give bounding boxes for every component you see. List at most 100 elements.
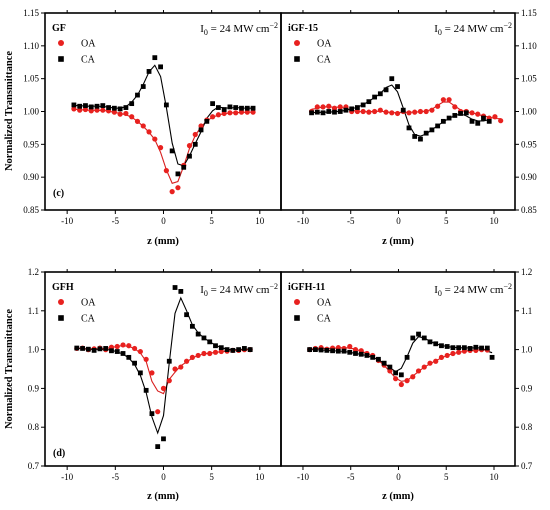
oa-point	[250, 109, 256, 115]
oa-point	[123, 110, 129, 117]
ca-point	[85, 346, 91, 352]
legend-oa-marker	[58, 299, 64, 305]
legend-ca-label: CA	[317, 314, 332, 325]
ca-point	[227, 104, 233, 110]
oa-point	[435, 103, 441, 109]
x-tick-label: 10	[255, 472, 265, 482]
y-tick-label: 1.0	[521, 345, 533, 355]
legend-oa-marker	[58, 40, 64, 46]
ca-point	[444, 344, 450, 349]
ca-point	[166, 358, 172, 364]
x-axis-title-top-left: z (mm)	[147, 236, 179, 247]
x-tick-label: 10	[489, 472, 499, 482]
oa-point	[207, 350, 213, 357]
ca-point	[221, 107, 227, 112]
oa-point	[218, 348, 224, 355]
ca-point	[161, 436, 166, 442]
y-tick-label: 0.95	[521, 139, 537, 149]
legend-ca-label: CA	[317, 55, 332, 66]
y-tick-label: 0.85	[521, 205, 537, 215]
oa-point	[210, 114, 216, 120]
ca-point	[376, 356, 381, 362]
ca-point	[318, 347, 324, 353]
oa-point	[186, 143, 193, 149]
ca-point	[341, 348, 347, 354]
ca-point	[111, 105, 117, 111]
ca-point	[140, 84, 146, 89]
oa-point	[215, 112, 221, 118]
ca-point	[404, 354, 410, 360]
ca-point	[94, 103, 100, 109]
y-tick-label: 1.05	[521, 74, 537, 84]
ca-point	[158, 64, 163, 70]
oa-point	[221, 110, 227, 117]
oa-point	[155, 409, 161, 415]
panel-label-c: (c)	[53, 188, 64, 199]
ca-point	[429, 127, 435, 133]
sample-name-gf: GF	[52, 23, 66, 34]
sample-name-gfh: GFH	[52, 282, 74, 293]
oa-point	[389, 110, 395, 116]
oa-point	[201, 350, 207, 357]
ca-point	[452, 113, 458, 118]
oa-point	[372, 108, 378, 115]
ca-point	[427, 339, 433, 345]
ca-point	[458, 111, 463, 116]
ca-point	[314, 109, 320, 115]
x-tick-label: -10	[297, 216, 309, 226]
ca-point	[389, 76, 395, 82]
oa-point	[184, 358, 190, 364]
oa-point	[387, 368, 393, 374]
ca-point	[106, 105, 111, 110]
ca-point	[201, 335, 207, 341]
y-tick-label: 1.00	[521, 107, 537, 117]
ca-point	[123, 105, 129, 110]
ca-point	[204, 118, 210, 124]
oa-point	[352, 347, 359, 353]
oa-point	[337, 104, 343, 110]
y-tick-label: 0.95	[23, 139, 39, 149]
ca-point	[366, 99, 372, 105]
legend-oa-label: OA	[317, 298, 332, 309]
oa-point	[450, 350, 456, 357]
oa-point	[456, 349, 462, 355]
ca-point	[233, 105, 239, 110]
ca-point	[169, 148, 175, 154]
x-tick-label: 5	[444, 472, 449, 482]
panel-label-d: (d)	[53, 448, 65, 459]
ca-point	[433, 341, 439, 347]
x-axis-title-bottom-left: z (mm)	[147, 491, 179, 502]
oa-point	[77, 107, 83, 113]
ca-point	[475, 120, 481, 126]
ca-point	[372, 94, 377, 100]
oa-point	[244, 109, 250, 115]
ca-point	[418, 136, 423, 142]
oa-point	[160, 385, 167, 391]
ca-point	[187, 153, 192, 159]
ca-point	[406, 125, 412, 131]
ca-fit-line	[309, 336, 493, 373]
y-tick-label: 0.9	[521, 383, 533, 393]
oa-point	[444, 352, 450, 359]
chart-marks: -10 -5 0 5 100.850.900.951.001.051.101.15OAC…	[23, 8, 537, 482]
x-tick-label: 0	[396, 216, 401, 226]
sample-name-igfh-11: iGFH-11	[288, 282, 325, 293]
ca-point	[184, 312, 189, 318]
ca-point	[77, 103, 83, 109]
ca-point	[74, 345, 80, 351]
ca-point	[239, 105, 244, 111]
ca-point	[446, 115, 452, 121]
ca-point	[80, 346, 85, 351]
ca-point	[423, 130, 429, 136]
ca-point	[155, 444, 161, 449]
ca-point	[467, 346, 473, 351]
ca-point	[241, 346, 247, 351]
x-axis-title-bottom-right: z (mm)	[382, 491, 414, 502]
x-tick-label: 10	[255, 216, 265, 226]
oa-point	[398, 381, 404, 388]
oa-point	[417, 108, 424, 115]
ca-point	[337, 109, 343, 114]
ca-point	[83, 103, 88, 108]
oa-point	[423, 108, 429, 115]
